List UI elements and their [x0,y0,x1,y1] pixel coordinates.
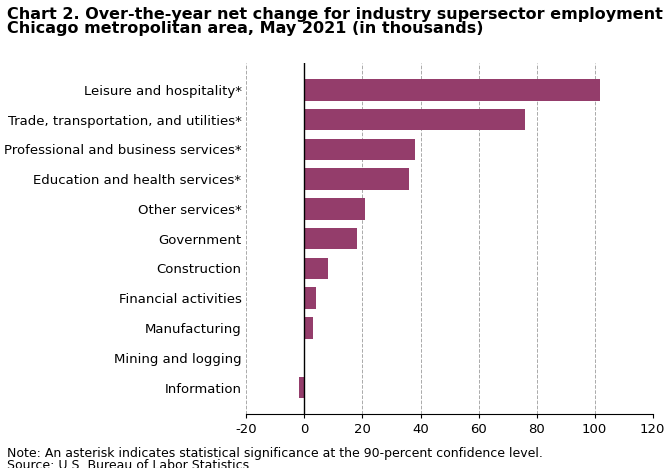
Bar [304,139,415,160]
Bar [304,317,313,339]
Bar [298,377,304,398]
Text: Note: An asterisk indicates statistical significance at the 90-percent confidenc: Note: An asterisk indicates statistical … [7,447,543,460]
Bar [304,287,316,309]
Bar [304,228,357,249]
Bar [304,258,328,279]
Text: Source: U.S. Bureau of Labor Statistics.: Source: U.S. Bureau of Labor Statistics. [7,459,253,468]
Bar [304,109,525,130]
Text: Chicago metropolitan area, May 2021 (in thousands): Chicago metropolitan area, May 2021 (in … [7,21,483,36]
Bar [304,198,366,219]
Bar [304,168,409,190]
Bar [304,79,601,101]
Text: Chart 2. Over-the-year net change for industry supersector employment in the: Chart 2. Over-the-year net change for in… [7,7,666,22]
